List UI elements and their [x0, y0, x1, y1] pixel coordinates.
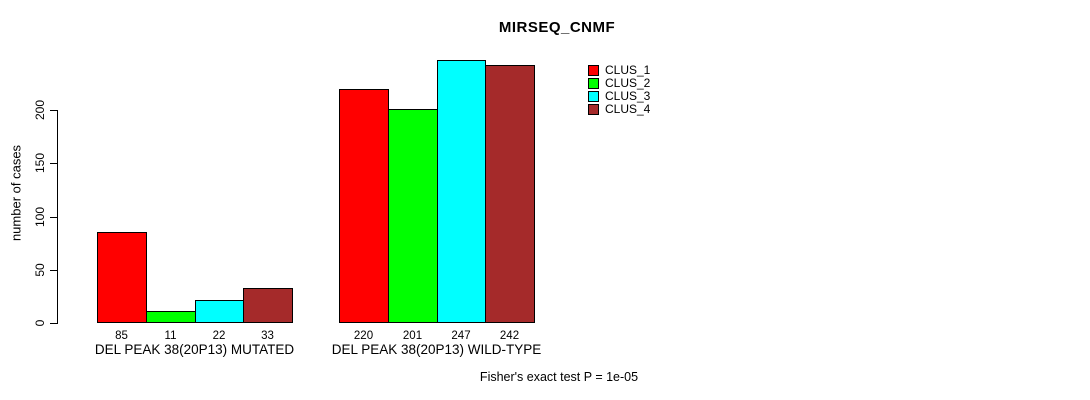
- y-axis-tick-label: 150: [33, 152, 47, 174]
- y-axis-tick-label: 0: [33, 319, 47, 327]
- bar-clus_4: [243, 288, 293, 323]
- category-label: DEL PEAK 38(20P13) MUTATED: [94, 342, 295, 357]
- y-axis-tick-label: 200: [33, 99, 47, 121]
- bar-value-label: 11: [164, 330, 177, 342]
- fisher-test-annotation: Fisher's exact test P = 1e-05: [479, 370, 639, 384]
- y-axis-tick: [50, 163, 57, 164]
- bar-value-label: 85: [115, 330, 128, 342]
- bar-clus_3: [437, 60, 486, 323]
- bar-clus_2: [146, 311, 196, 323]
- legend-row-clus_3: CLUS_3: [588, 90, 650, 103]
- bar-clus_1: [97, 232, 147, 323]
- bar-value-label: 220: [353, 330, 374, 342]
- legend: CLUS_1 CLUS_2 CLUS_3 CLUS_4: [588, 64, 650, 116]
- legend-label: CLUS_4: [605, 102, 651, 116]
- bar-clus_1: [339, 89, 389, 323]
- bar-value-label: 242: [499, 330, 520, 342]
- legend-swatch-icon: [588, 91, 599, 102]
- y-axis-line: [57, 110, 58, 324]
- legend-swatch-icon: [588, 78, 599, 89]
- legend-row-clus_2: CLUS_2: [588, 77, 650, 90]
- legend-swatch-icon: [588, 104, 599, 115]
- y-axis-tick-label: 100: [33, 206, 47, 228]
- legend-label: CLUS_3: [605, 89, 651, 103]
- chart-title: MIRSEQ_CNMF: [498, 19, 616, 36]
- y-axis-label: number of cases: [8, 144, 24, 242]
- legend-swatch-icon: [588, 65, 599, 76]
- category-label: DEL PEAK 38(20P13) WILD-TYPE: [331, 342, 542, 357]
- bar-value-label: 22: [212, 330, 226, 342]
- legend-label: CLUS_1: [605, 63, 651, 77]
- y-axis-tick: [50, 110, 57, 111]
- bar-clus_4: [485, 65, 535, 323]
- legend-label: CLUS_2: [605, 76, 651, 90]
- bar-value-label: 247: [451, 330, 471, 342]
- bar-value-label: 201: [402, 330, 423, 342]
- legend-row-clus_1: CLUS_1: [588, 64, 650, 77]
- legend-row-clus_4: CLUS_4: [588, 103, 650, 116]
- y-axis-tick-label: 50: [33, 263, 47, 277]
- bar-value-label: 33: [261, 330, 274, 342]
- y-axis-tick: [50, 270, 57, 271]
- y-axis-tick: [50, 323, 57, 324]
- bar-clus_3: [195, 300, 244, 323]
- y-axis-tick: [50, 217, 57, 218]
- bar-clus_2: [388, 109, 438, 323]
